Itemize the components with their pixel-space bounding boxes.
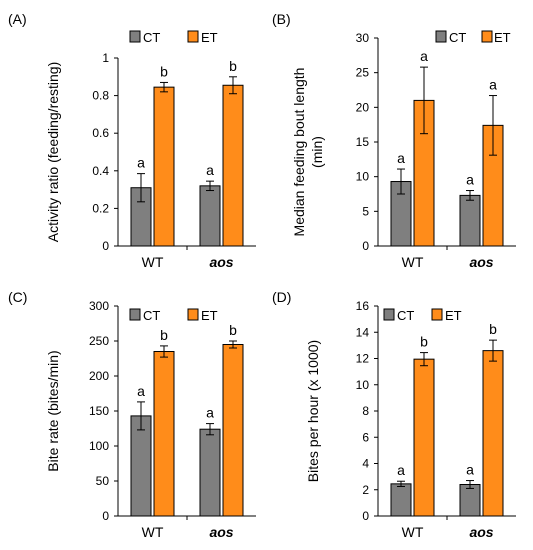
x-tick-label: WT xyxy=(402,524,424,540)
bar-ct-wt xyxy=(390,483,412,517)
y-tick-label: 10 xyxy=(356,170,370,184)
y-tick-label: 0 xyxy=(102,509,109,523)
legend-swatch-et xyxy=(187,30,199,43)
y-tick-label: 6 xyxy=(362,430,369,444)
y-tick-label: 50 xyxy=(96,474,110,488)
legend-swatch-et xyxy=(187,308,199,321)
y-tick-label: 0.2 xyxy=(92,201,109,215)
y-tick-label: 200 xyxy=(89,369,109,383)
x-tick-label: aos xyxy=(209,254,233,270)
panel-label: (B) xyxy=(272,11,291,27)
legend-swatch-ct xyxy=(383,308,395,321)
legend: CT ET xyxy=(129,308,218,323)
y-tick-label: 25 xyxy=(356,66,370,80)
significance-letter: a xyxy=(397,462,405,478)
y-tick-label: 0.6 xyxy=(92,126,109,140)
panel-label: (C) xyxy=(8,289,27,305)
bar-et-aos xyxy=(482,350,504,517)
bar-et-wt xyxy=(153,351,175,517)
legend-swatch-ct xyxy=(129,308,141,321)
legend-swatch-ct xyxy=(129,30,141,43)
significance-letter: a xyxy=(397,150,405,166)
x-tick-label: aos xyxy=(469,254,493,270)
y-tick-label: 14 xyxy=(356,325,370,339)
y-tick-label: 0 xyxy=(102,239,109,253)
chart-panel-b: (B) Median feeding bout length (min) 0 5 10 15… xyxy=(272,11,516,270)
significance-letter: b xyxy=(229,322,237,338)
significance-letter: b xyxy=(160,327,168,343)
bar-ct-aos xyxy=(199,428,221,517)
y-axis-label: Median feeding bout length xyxy=(291,68,307,237)
bar-et-wt xyxy=(413,358,435,517)
significance-letter: a xyxy=(420,48,428,64)
y-axis-label: (min) xyxy=(309,136,325,168)
y-tick-label: 250 xyxy=(89,334,109,348)
y-axis-label: Bite rate (bites/min) xyxy=(45,350,61,471)
significance-letter: b xyxy=(420,334,428,350)
significance-letter: a xyxy=(206,162,214,178)
y-tick-label: 0 xyxy=(362,239,369,253)
y-tick-label: 0 xyxy=(362,509,369,523)
legend-label-et: ET xyxy=(201,30,218,45)
bar-ct-aos xyxy=(459,484,481,517)
bar-ct-aos xyxy=(199,185,221,247)
legend-label-ct: CT xyxy=(397,308,414,323)
panel-label: (D) xyxy=(272,289,291,305)
x-tick-label: WT xyxy=(142,524,164,540)
x-tick-label: aos xyxy=(209,524,233,540)
y-tick-label: 0.4 xyxy=(92,164,109,178)
significance-letter: a xyxy=(137,383,145,399)
significance-letter: b xyxy=(229,58,237,74)
x-tick-label: aos xyxy=(469,524,493,540)
significance-letter: a xyxy=(466,172,474,188)
y-axis-label: Bites per hour (x 1000) xyxy=(305,340,321,482)
y-tick-label: 10 xyxy=(356,378,370,392)
y-tick-label: 150 xyxy=(89,404,109,418)
x-tick-label: WT xyxy=(142,254,164,270)
chart-panel-a: (A) Activity ratio (feeding/resting) 0 0.2 0… xyxy=(8,11,256,270)
y-axis-label: Activity ratio (feeding/resting) xyxy=(45,62,61,243)
legend-swatch-et xyxy=(481,30,493,43)
significance-letter: b xyxy=(160,63,168,79)
y-tick-label: 5 xyxy=(362,204,369,218)
y-tick-label: 0.8 xyxy=(92,89,109,103)
bar-et-aos xyxy=(222,84,244,247)
bar-ct-wt xyxy=(130,415,152,517)
x-tick-label: WT xyxy=(402,254,424,270)
y-tick-label: 30 xyxy=(356,31,370,45)
y-tick-label: 1 xyxy=(102,51,109,65)
legend: CT ET xyxy=(129,30,218,45)
significance-letter: a xyxy=(489,77,497,93)
legend-label-et: ET xyxy=(201,308,218,323)
y-tick-label: 15 xyxy=(356,135,370,149)
legend-label-ct: CT xyxy=(449,30,466,45)
panel-label: (A) xyxy=(8,11,27,27)
significance-letter: a xyxy=(137,155,145,171)
chart-panel-c: (C) Bite rate (bites/min) 0 50 100 150 200 250 3… xyxy=(8,289,256,540)
bar-et-aos xyxy=(222,344,244,517)
legend-label-ct: CT xyxy=(143,308,160,323)
y-tick-label: 8 xyxy=(362,404,369,418)
legend-label-ct: CT xyxy=(143,30,160,45)
legend-label-et: ET xyxy=(494,30,511,45)
chart-panel-d: (D) Bites per hour (x 1000) 0 2 4 6 8 10 12 14 16 a… xyxy=(272,289,516,540)
y-tick-label: 300 xyxy=(89,299,109,313)
significance-letter: a xyxy=(206,405,214,421)
significance-letter: b xyxy=(489,321,497,337)
significance-letter: a xyxy=(466,462,474,478)
legend-swatch-et xyxy=(431,308,443,321)
y-tick-label: 12 xyxy=(356,352,370,366)
y-tick-label: 4 xyxy=(362,457,369,471)
y-tick-label: 16 xyxy=(356,299,370,313)
legend: CT ET xyxy=(435,30,511,45)
y-tick-label: 20 xyxy=(356,100,370,114)
bar-ct-aos xyxy=(459,194,481,247)
legend-swatch-ct xyxy=(435,30,447,43)
legend: CT ET xyxy=(383,308,462,323)
legend-label-et: ET xyxy=(445,308,462,323)
y-tick-label: 2 xyxy=(362,483,369,497)
bar-et-wt xyxy=(153,86,175,247)
y-tick-label: 100 xyxy=(89,439,109,453)
